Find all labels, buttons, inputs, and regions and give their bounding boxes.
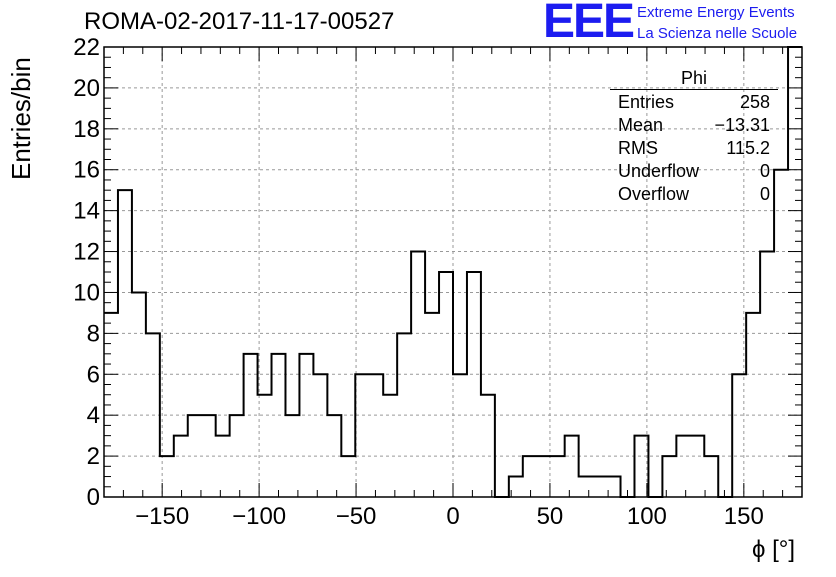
x-tick-label: 150 xyxy=(724,503,764,530)
histogram-bin xyxy=(746,313,760,497)
stats-key: Entries xyxy=(618,92,675,112)
stats-value: 0 xyxy=(759,161,770,181)
histogram-bin xyxy=(258,395,272,497)
histogram-bin xyxy=(565,436,579,497)
histogram-bin xyxy=(537,456,551,497)
histogram-bin xyxy=(355,374,369,497)
x-tick-label: 50 xyxy=(537,503,564,530)
stats-key: Mean xyxy=(618,115,664,135)
histogram-bin xyxy=(676,436,690,497)
y-tick-label: 20 xyxy=(73,75,100,102)
histogram-bin xyxy=(425,313,439,497)
x-tick-label: −150 xyxy=(135,503,189,530)
tick-label-layer: −150 −100 −50 0 50 100 150 0 2 4 6 8 10 12 14 16 18 20 22 xyxy=(73,34,764,530)
chart-title: ROMA-02-2017-11-17-00527 xyxy=(84,8,395,35)
y-tick-label: 0 xyxy=(87,484,100,511)
histogram-bin xyxy=(118,190,132,497)
histogram-bin xyxy=(662,456,676,497)
stats-row-entries: Entries 258 xyxy=(618,92,770,114)
histogram-bin xyxy=(579,477,593,497)
histogram-bin xyxy=(453,374,467,497)
x-tick-label: −100 xyxy=(232,503,286,530)
histogram-bin xyxy=(313,374,327,497)
x-tick-label: −50 xyxy=(336,503,377,530)
histogram-bin xyxy=(216,436,230,497)
y-tick-label: 10 xyxy=(73,279,100,306)
x-tick-label: 0 xyxy=(446,503,459,530)
y-tick-label: 6 xyxy=(87,361,100,388)
histogram-bin xyxy=(341,456,355,497)
y-tick-label: 8 xyxy=(87,320,100,347)
eee-logo: EEE xyxy=(543,0,635,48)
histogram-bin xyxy=(272,354,286,497)
histogram-bin xyxy=(551,456,565,497)
y-tick-label: 22 xyxy=(73,34,100,61)
y-tick-label: 18 xyxy=(73,116,100,143)
histogram-bin xyxy=(244,354,258,497)
y-tick-label: 16 xyxy=(73,157,100,184)
y-tick-label: 14 xyxy=(73,198,100,225)
histogram-outline xyxy=(104,46,802,498)
stats-row-overflow: Overflow 0 xyxy=(618,184,770,206)
stats-key: Overflow xyxy=(618,184,690,204)
stats-divider xyxy=(610,89,778,90)
histogram-bin xyxy=(704,456,718,497)
brand-line-1: Extreme Energy Events xyxy=(637,4,795,21)
stats-key: RMS xyxy=(618,138,658,158)
histogram-bin xyxy=(439,272,453,497)
stats-key: Underflow xyxy=(618,161,700,181)
stats-row-rms: RMS 115.2 xyxy=(618,138,770,160)
histogram-bin xyxy=(593,477,607,497)
histogram-bin xyxy=(523,456,537,497)
axes-layer xyxy=(103,46,803,498)
y-axis-label: Entries/bin xyxy=(6,57,36,180)
x-axis-label: ϕ [°] xyxy=(752,536,796,563)
stats-row-mean: Mean −13.31 xyxy=(618,115,770,137)
brand-line-2: La Scienza nelle Scuole xyxy=(637,25,798,42)
stats-value: 258 xyxy=(739,92,770,112)
histogram-bin xyxy=(467,272,481,497)
histogram-bin xyxy=(132,292,146,497)
histogram-bin xyxy=(174,436,188,497)
stats-value: 115.2 xyxy=(726,138,770,158)
histogram-bin xyxy=(299,354,313,497)
stats-value: −13.31 xyxy=(714,115,770,135)
y-tick-label: 12 xyxy=(73,239,100,266)
stats-title: Phi xyxy=(680,68,707,88)
histogram-bin xyxy=(634,436,648,497)
histogram-bin xyxy=(607,477,621,497)
histogram-bin xyxy=(481,395,495,497)
histogram-bin xyxy=(732,374,746,497)
y-tick-label: 2 xyxy=(87,443,100,470)
stats-value: 0 xyxy=(759,184,770,204)
histogram-bin xyxy=(690,436,704,497)
histogram-bin xyxy=(383,395,397,497)
histogram-layer xyxy=(104,46,802,498)
histogram-bin xyxy=(369,374,383,497)
x-tick-label: 100 xyxy=(627,503,667,530)
y-tick-label: 4 xyxy=(87,402,100,429)
stats-row-underflow: Underflow 0 xyxy=(618,161,770,183)
